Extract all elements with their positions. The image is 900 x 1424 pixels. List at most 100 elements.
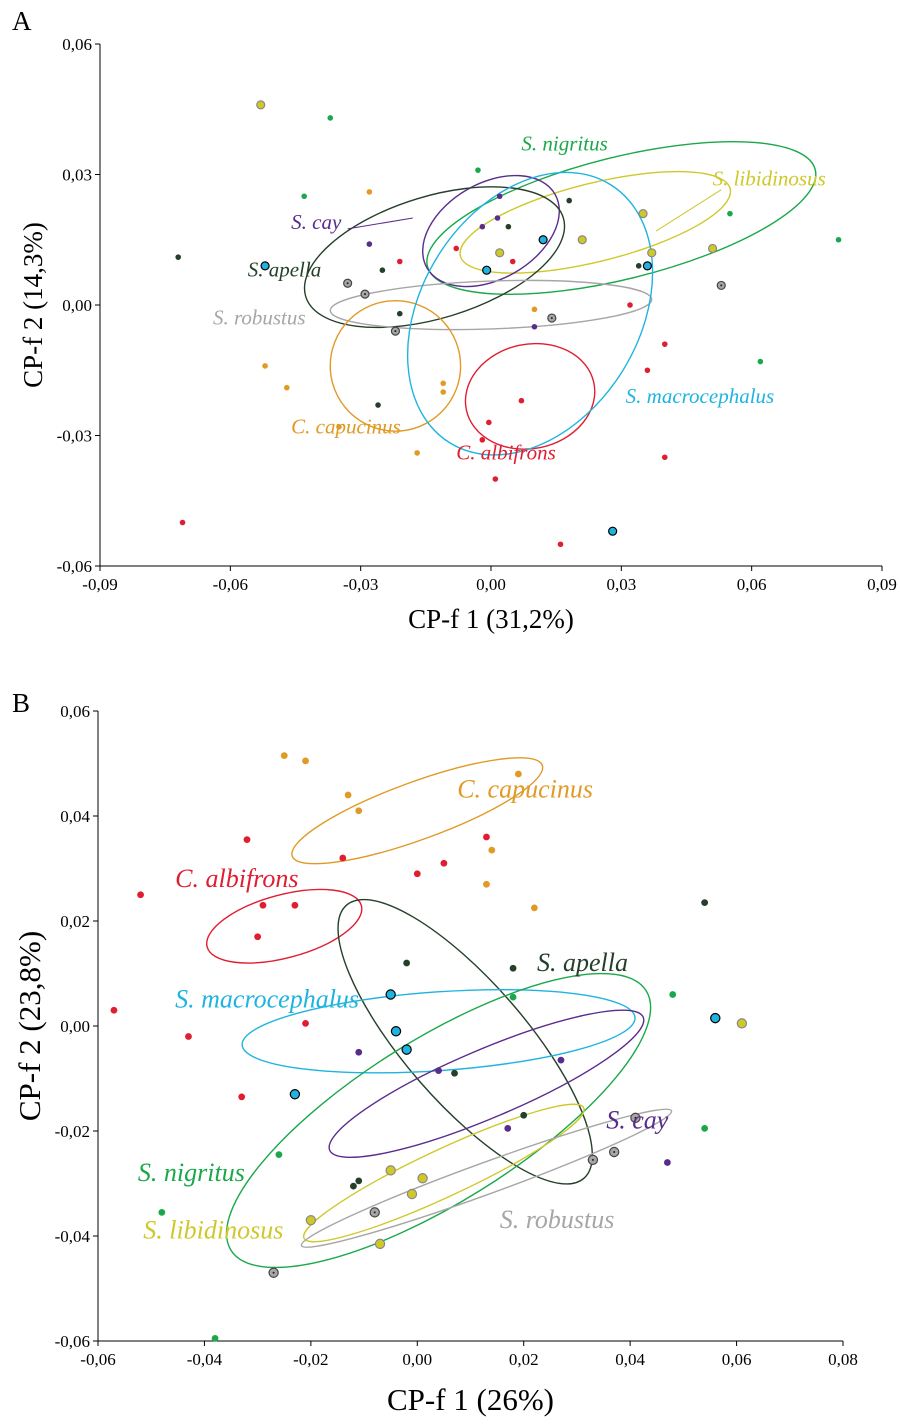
chart-b-point-c-capucinus xyxy=(344,791,352,799)
chart-b-x-tick-label: -0,02 xyxy=(293,1350,328,1369)
chart-a-point-s-nigritus xyxy=(757,358,764,365)
chart-b-point-c-capucinus xyxy=(280,752,288,760)
chart-b-point-s-libidinosus xyxy=(406,1188,418,1200)
chart-b-point-s-apella xyxy=(403,959,411,967)
chart-b-label-s-apella: S. apella xyxy=(537,948,628,977)
chart-b-label-s-nigritus: S. nigritus xyxy=(138,1158,245,1187)
chart-b-ellipse-c-albifrons xyxy=(206,888,363,964)
chart-b-x-tick-label: 0,08 xyxy=(828,1350,858,1369)
chart-a-point-s-apella xyxy=(375,402,381,408)
chart-a-point-center xyxy=(364,293,367,296)
chart-b-point-s-cay xyxy=(355,1048,363,1056)
chart-a-point-s-libidinosus xyxy=(638,209,648,219)
chart-a-point-s-nigritus xyxy=(301,193,307,200)
chart-b-point-c-capucinus xyxy=(302,757,309,765)
chart-a-ellipse-s-robustus xyxy=(329,279,653,331)
chart-a-point-c-albifrons xyxy=(479,437,486,443)
chart-a-label-s-nigritus: S. nigritus xyxy=(521,132,607,156)
chart-a-point-s-apella xyxy=(635,263,642,269)
chart-a-y-tick-label: 0,00 xyxy=(62,296,92,315)
chart-a-point-c-albifrons xyxy=(509,258,516,265)
chart-a-y-tick-label: -0,03 xyxy=(57,427,92,446)
chart-b-x-tick-label: 0,04 xyxy=(615,1350,645,1369)
chart-a-point-c-capucinus xyxy=(440,380,447,387)
chart-a-ellipse-s-cay xyxy=(422,174,560,288)
chart-b-point-s-nigritus xyxy=(211,1334,219,1342)
chart-a-x-tick-label: 0,09 xyxy=(867,575,897,594)
chart-b-point-center xyxy=(613,1151,616,1153)
chart-a-label-s-libidinosus: S. libidinosus xyxy=(713,166,826,190)
chart-b-label-s-libidinosus: S. libidinosus xyxy=(143,1216,283,1245)
chart-a-point-c-capucinus xyxy=(440,389,447,395)
chart-b-point-c-albifrons xyxy=(413,870,421,878)
chart-b-point-s-cay xyxy=(557,1056,565,1064)
chart-b-point-c-capucinus xyxy=(355,807,363,815)
chart-a-point-s-apella xyxy=(175,254,181,260)
chart-a-y-tick-label: -0,06 xyxy=(57,557,92,576)
chart-a-point-s-libidinosus xyxy=(256,100,266,110)
chart-b-point-s-macrocephalus xyxy=(289,1089,301,1100)
chart-b-point-c-capucinus xyxy=(483,880,490,888)
chart-a-point-s-libidinosus xyxy=(647,248,657,258)
chart-a-point-c-capucinus xyxy=(336,424,342,430)
chart-a-point-center xyxy=(394,330,397,333)
chart-b-point-s-macrocephalus xyxy=(385,989,396,1000)
chart-a-y-tick-label: 0,06 xyxy=(62,35,92,54)
chart-b-point-s-nigritus xyxy=(275,1151,283,1159)
chart-a-point-s-cay xyxy=(479,223,486,230)
chart-b-y-tick-label: 0,00 xyxy=(60,1017,90,1036)
chart-b-point-s-libidinosus xyxy=(417,1173,428,1184)
chart-a-point-s-cay xyxy=(496,193,503,200)
chart-a-point-s-libidinosus xyxy=(577,235,587,245)
chart-a-label-s-apella: S. apella xyxy=(248,258,322,282)
chart-a: -0,09 -0,06 -0,03 0,00 0,03 0,06 0,09-0,06-0,0… xyxy=(18,35,897,634)
chart-b-point-c-albifrons xyxy=(259,901,267,909)
chart-b-label-c-albifrons: C. albifrons xyxy=(175,864,298,893)
chart-b-x-tick-label: -0,06 xyxy=(80,1350,115,1369)
chart-a-point-s-macrocephalus xyxy=(608,526,618,536)
chart-a-x-tick-label: -0,09 xyxy=(82,575,117,594)
chart-a-point-s-apella xyxy=(505,223,512,230)
chart-a-ellipse-s-apella xyxy=(303,186,566,329)
chart-b-point-c-albifrons xyxy=(137,891,144,899)
chart-a-point-s-macrocephalus xyxy=(482,265,492,275)
chart-b-label-s-macrocephalus: S. macrocephalus xyxy=(175,985,359,1014)
chart-b-y-tick-label: -0,02 xyxy=(55,1122,90,1141)
chart-b-point-s-cay xyxy=(663,1159,671,1166)
chart-b-point-s-apella xyxy=(509,964,517,972)
chart-b-ellipse-s-robustus xyxy=(300,1108,673,1248)
chart-a-point-c-albifrons xyxy=(661,454,668,461)
chart-b-point-s-libidinosus xyxy=(305,1215,317,1226)
chart-b-point-s-apella xyxy=(520,1111,528,1119)
chart-b-point-s-nigritus xyxy=(701,1124,709,1132)
chart-a-point-c-capucinus xyxy=(262,363,268,369)
chart-b-point-s-apella xyxy=(451,1069,458,1077)
chart-a-x-tick-label: 0,03 xyxy=(606,575,636,594)
chart-a-point-s-macrocephalus xyxy=(260,261,270,271)
chart-b-point-s-apella xyxy=(350,1182,357,1190)
chart-a-point-s-macrocephalus xyxy=(538,235,548,245)
chart-a-point-c-albifrons xyxy=(179,519,186,526)
chart-b-point-c-albifrons xyxy=(254,933,262,941)
chart-a-ellipse-c-albifrons xyxy=(464,342,596,450)
chart-a-point-c-albifrons xyxy=(661,341,668,347)
chart-b-point-center xyxy=(634,1116,637,1119)
chart-b-ellipse-c-capucinus xyxy=(291,757,544,865)
chart-b-y-tick-label: 0,04 xyxy=(60,807,90,826)
chart-a-leader-s-cay xyxy=(347,217,413,230)
chart-b-y-tick-label: -0,04 xyxy=(55,1227,91,1246)
chart-b-point-s-nigritus xyxy=(509,993,517,1001)
chart-a-x-axis-label: CP-f 1 (31,2%) xyxy=(408,604,574,634)
chart-a-point-s-libidinosus xyxy=(495,248,505,258)
chart-a-point-center xyxy=(720,284,723,287)
chart-a-point-c-capucinus xyxy=(414,450,420,456)
chart-b-ellipse-s-cay xyxy=(328,1009,645,1159)
chart-a-x-tick-label: -0,03 xyxy=(343,575,378,594)
chart-b-point-s-cay xyxy=(435,1067,442,1075)
chart-a-point-s-apella xyxy=(396,310,403,317)
chart-b-point-c-albifrons xyxy=(291,901,299,909)
chart-b-point-s-macrocephalus xyxy=(710,1012,721,1024)
chart-a-point-s-nigritus xyxy=(835,236,842,243)
chart-b-point-c-albifrons xyxy=(302,1019,309,1027)
chart-a-label-c-capucinus: C. capucinus xyxy=(291,414,401,438)
